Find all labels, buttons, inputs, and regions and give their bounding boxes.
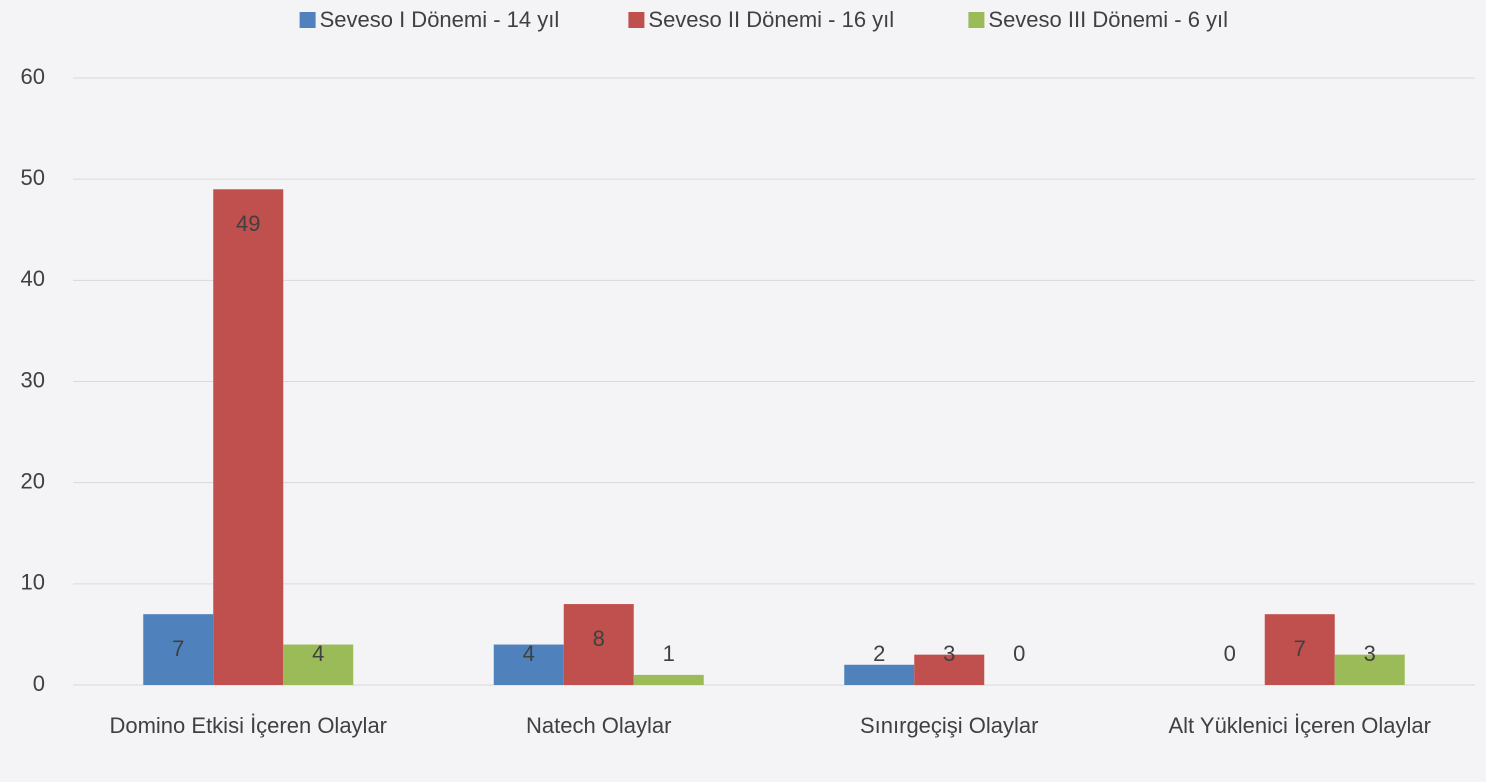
legend-swatch <box>628 12 645 28</box>
data-label: 3 <box>943 641 955 666</box>
data-label: 1 <box>663 641 675 666</box>
bar <box>563 604 634 685</box>
data-label: 4 <box>312 641 324 666</box>
y-tick-label: 0 <box>33 671 45 696</box>
y-tick-label: 10 <box>21 570 45 595</box>
x-tick-label: Sınırgeçişi Olaylar <box>859 713 1039 738</box>
y-tick-label: 60 <box>21 64 45 89</box>
bar <box>844 664 915 685</box>
x-tick-label: Domino Etkisi İçeren Olaylar <box>109 713 388 738</box>
data-label: 0 <box>1224 641 1236 666</box>
data-label: 7 <box>172 636 184 661</box>
y-tick-label: 20 <box>21 468 45 493</box>
data-label: 7 <box>1294 636 1306 661</box>
bar <box>914 654 985 685</box>
bar <box>1334 654 1405 685</box>
y-tick-label: 50 <box>21 165 45 190</box>
bar <box>283 644 354 685</box>
legend-swatch <box>299 12 316 28</box>
y-tick-label: 40 <box>21 266 45 291</box>
bar <box>213 189 284 686</box>
bar <box>1264 614 1335 685</box>
bar <box>143 614 214 685</box>
data-label: 3 <box>1364 641 1376 666</box>
data-label: 8 <box>593 626 605 651</box>
x-tick-label: Natech Olaylar <box>525 713 672 738</box>
x-tick-label: Alt Yüklenici İçeren Olaylar <box>1168 713 1432 738</box>
data-label: 0 <box>1013 641 1025 666</box>
bar <box>493 644 564 685</box>
y-tick-label: 30 <box>21 367 45 392</box>
legend-label: Seveso II Dönemi - 16 yıl <box>648 7 894 32</box>
legend-swatch <box>968 12 985 28</box>
data-label: 2 <box>873 641 885 666</box>
legend-label: Seveso III Dönemi - 6 yıl <box>988 7 1228 32</box>
data-label: 49 <box>236 211 260 236</box>
data-label: 4 <box>523 641 535 666</box>
legend-label: Seveso I Dönemi - 14 yıl <box>320 7 560 32</box>
bar <box>633 674 704 685</box>
